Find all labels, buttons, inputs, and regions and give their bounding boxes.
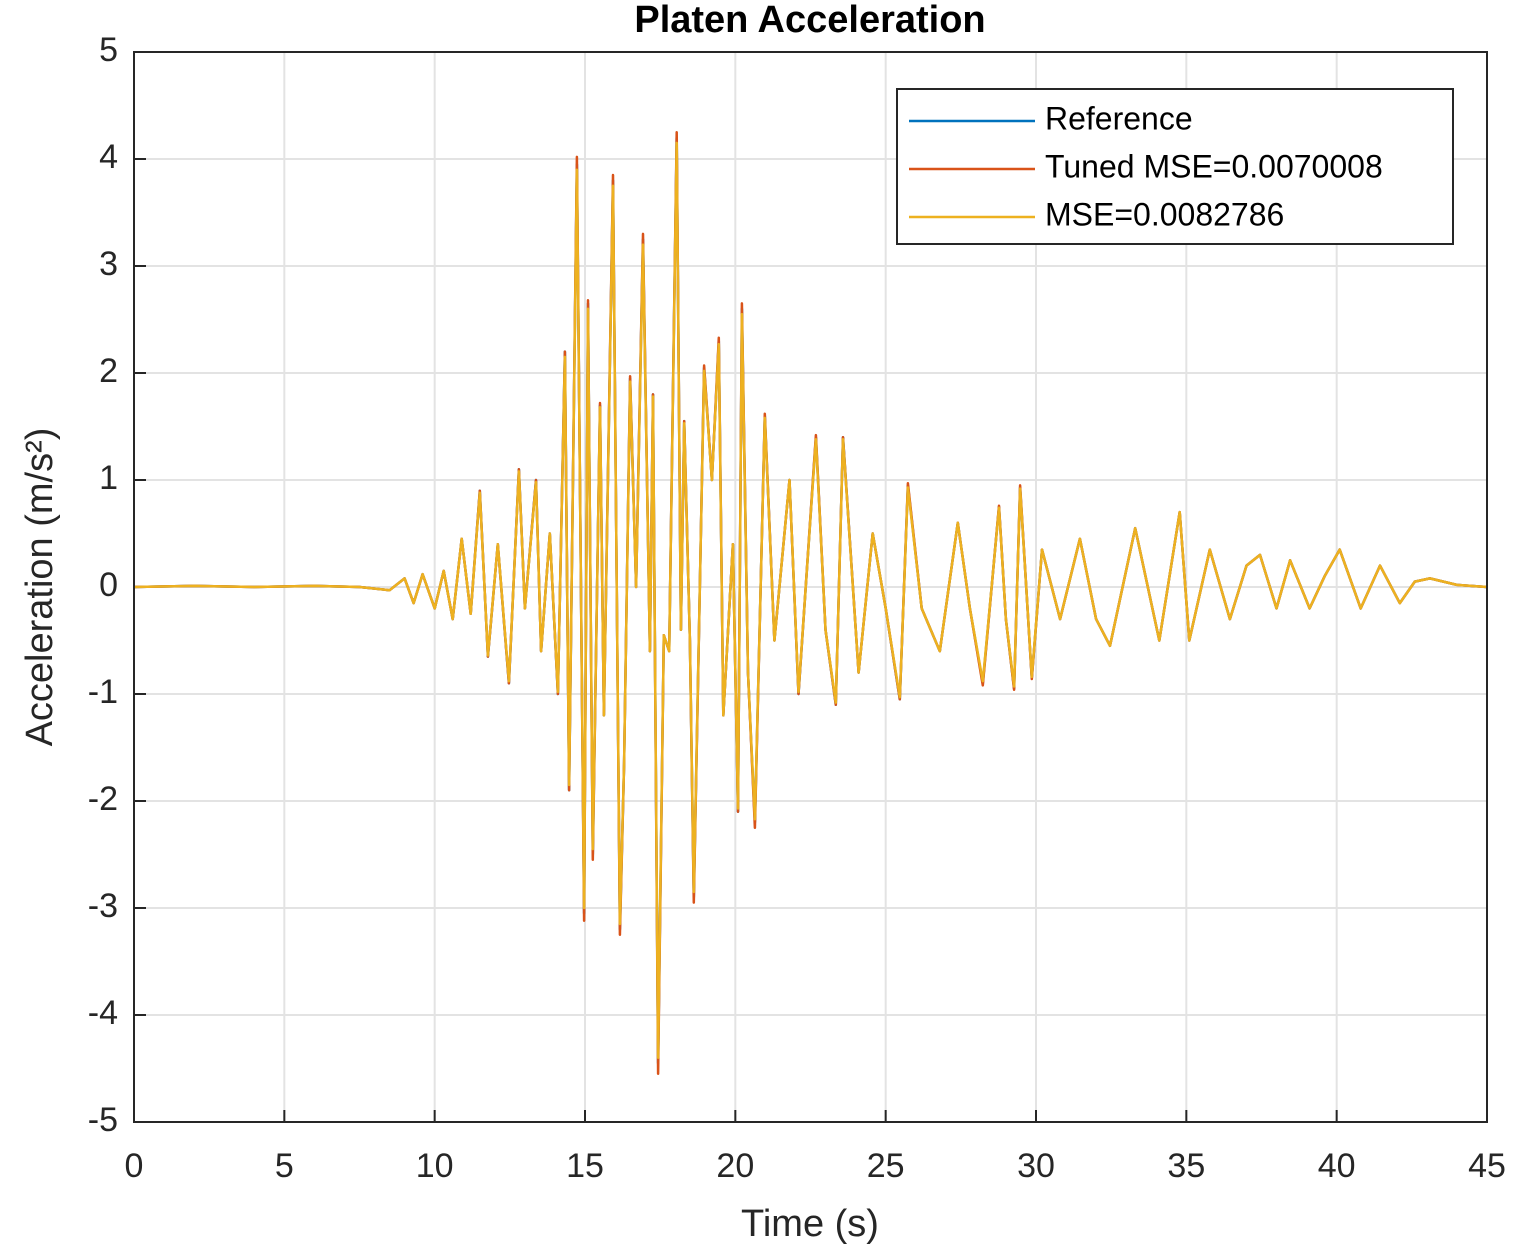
legend-label: Tuned MSE=0.0070008	[1045, 148, 1383, 184]
x-tick-label: 5	[275, 1147, 294, 1185]
y-tick-label: 4	[99, 138, 118, 176]
y-axis-label: Acceleration (m/s²)	[19, 428, 61, 747]
chart-title: Platen Acceleration	[634, 0, 985, 41]
series-line	[133, 141, 1488, 1060]
y-tick-label: 2	[99, 352, 118, 390]
x-axis-label: Time (s)	[741, 1203, 879, 1245]
y-tick-label: 0	[99, 566, 118, 604]
x-tick-label: 40	[1318, 1147, 1356, 1185]
y-tick-label: -5	[88, 1101, 118, 1139]
x-tick-label: 45	[1468, 1147, 1506, 1185]
y-tick-label: -1	[88, 673, 118, 711]
x-tick-label: 15	[566, 1147, 604, 1185]
legend-label: Reference	[1045, 100, 1193, 136]
y-tick-label: 5	[99, 31, 118, 69]
y-tick-label: 1	[99, 459, 118, 497]
x-tick-label: 0	[125, 1147, 144, 1185]
axes-box	[133, 51, 1488, 1123]
y-tick-label: -2	[88, 780, 118, 818]
y-tick-label: 3	[99, 245, 118, 283]
series-line	[133, 131, 1488, 1076]
x-tick-label: 10	[416, 1147, 454, 1185]
y-tick-label: -3	[88, 887, 118, 925]
legend-box	[896, 88, 1454, 245]
x-tick-label: 30	[1017, 1147, 1055, 1185]
legend-label: MSE=0.0082786	[1045, 196, 1284, 232]
x-tick-label: 35	[1167, 1147, 1205, 1185]
x-tick-label: 25	[867, 1147, 905, 1185]
x-tick-label: 20	[716, 1147, 754, 1185]
series-line	[133, 136, 1488, 1065]
y-tick-label: -4	[88, 994, 118, 1032]
legend: Reference Tuned MSE=0.0070008 MSE=0.008278…	[896, 88, 1454, 245]
